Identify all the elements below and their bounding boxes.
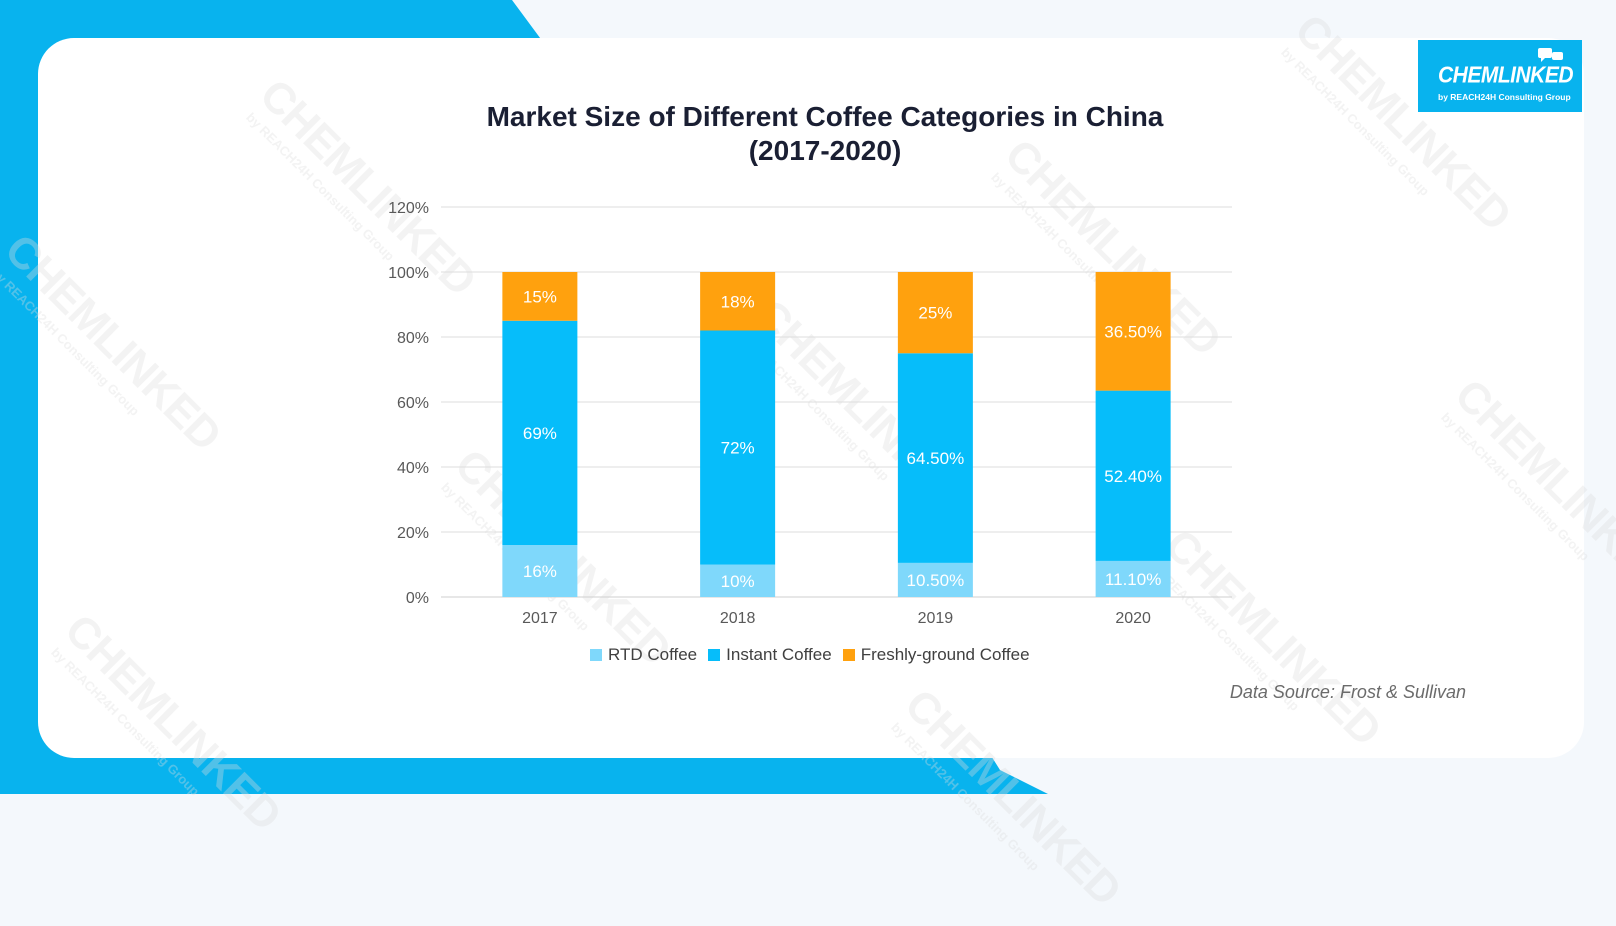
y-tick-label: 0%	[406, 590, 429, 607]
legend-label-rtd-coffee: RTD Coffee	[608, 645, 698, 664]
chat-bubbles-icon	[1538, 48, 1563, 62]
data-label: 52.40%	[1104, 467, 1162, 486]
chart-title-line-1: Market Size of Different Coffee Categori…	[486, 101, 1164, 132]
bar-segment	[1095, 560, 1171, 597]
legend-item-instant-coffee: Instant Coffee	[708, 645, 832, 665]
y-tick-label: 120%	[388, 200, 429, 217]
legend-item-rtd-coffee: RTD Coffee	[590, 645, 697, 665]
stacked-bar-chart: 0% 20% 40% 60% 80% 100% 120% 16% 69% 15% 2017 10% 72…	[388, 200, 1232, 627]
bar-segment	[897, 353, 973, 563]
data-label: 69%	[523, 424, 557, 443]
data-source-note: Data Source: Frost & Sullivan	[1229, 682, 1466, 702]
y-tick-label: 80%	[397, 330, 429, 347]
data-label: 36.50%	[1104, 322, 1162, 341]
data-label: 10.50%	[907, 571, 965, 590]
data-label: 11.10%	[1105, 570, 1161, 589]
bar-segment	[502, 545, 578, 597]
bar-segment	[1095, 272, 1171, 391]
y-tick-label: 60%	[397, 395, 429, 412]
bar-segment	[897, 562, 973, 597]
bar-segment	[700, 330, 776, 565]
legend-label-instant-coffee: Instant Coffee	[726, 645, 832, 664]
legend-swatch-instant-coffee	[708, 649, 721, 661]
bar-segment	[700, 564, 776, 597]
data-label: 16%	[523, 562, 557, 581]
bar-segment	[1095, 390, 1171, 561]
y-tick-label: 20%	[397, 525, 429, 542]
bar-segment	[700, 272, 776, 331]
y-tick-label: 40%	[397, 460, 429, 477]
legend-item-freshly-ground-coffee: Freshly-ground Coffee	[842, 645, 1030, 665]
data-label: 15%	[523, 287, 557, 306]
chart-title: Market Size of Different Coffee Categori…	[340, 100, 1310, 168]
x-tick-label: 2020	[1115, 610, 1151, 627]
data-label: 72%	[721, 439, 755, 458]
content-card	[38, 38, 1584, 758]
legend-swatch-rtd-coffee	[590, 649, 602, 661]
chart-legend: RTD Coffee Instant Coffee Freshly-ground…	[590, 645, 1041, 665]
x-tick-label: 2018	[720, 610, 756, 627]
bar-segment	[502, 320, 578, 545]
y-tick-label: 100%	[388, 265, 429, 282]
data-label: 10%	[721, 572, 755, 591]
bar-segment	[502, 272, 578, 321]
legend-swatch-freshly-ground-coffee	[842, 649, 855, 661]
bar-segment	[897, 272, 973, 354]
legend-label-freshly-ground-coffee: Freshly-ground Coffee	[860, 645, 1030, 664]
x-tick-label: 2019	[918, 610, 954, 627]
chemlinked-logo[interactable]: CHEMLINKED by REACH24H Consulting Group	[1418, 40, 1582, 112]
data-label: 25%	[918, 304, 952, 323]
chart-title-line-2: (2017-2020)	[748, 135, 902, 166]
logo-tagline: by REACH24H Consulting Group	[1438, 92, 1571, 102]
x-tick-label: 2017	[522, 610, 558, 627]
data-label: 18%	[721, 292, 755, 311]
logo-wordmark: CHEMLINKED	[1438, 62, 1574, 89]
data-label: 64.50%	[907, 449, 965, 468]
